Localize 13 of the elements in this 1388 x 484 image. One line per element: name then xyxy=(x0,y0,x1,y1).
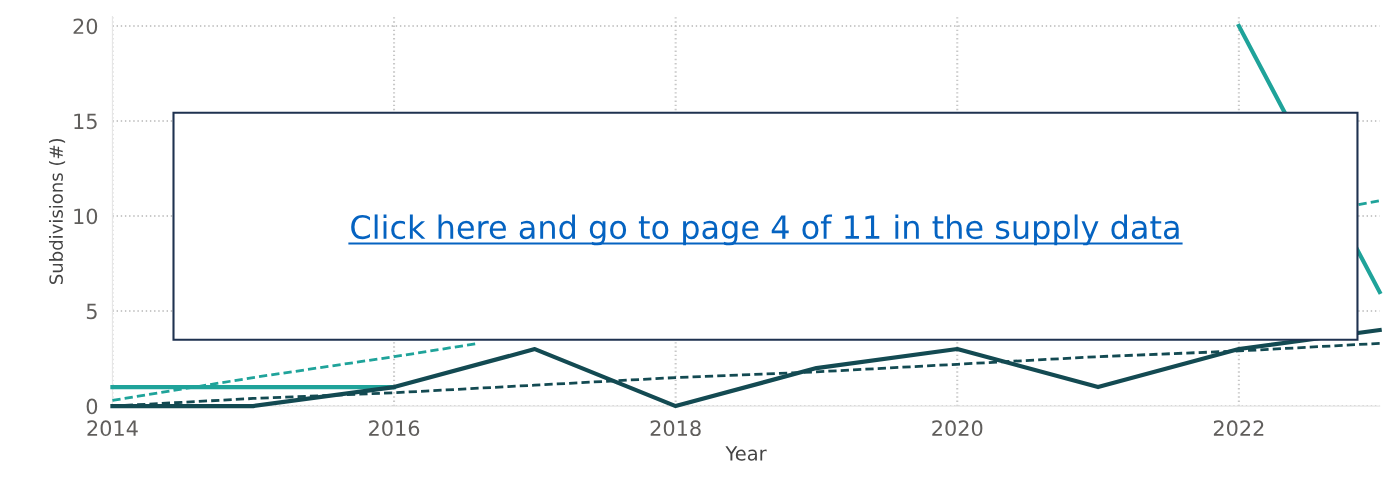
x-tick-label: 2022 xyxy=(1213,420,1264,437)
x-tick-label: 2018 xyxy=(650,420,701,437)
y-tick-label: 15 xyxy=(74,113,97,130)
y-tick-label: 0 xyxy=(86,398,98,415)
y-axis-title: Subdivisions (#) xyxy=(49,138,66,284)
x-tick-label: 2020 xyxy=(932,420,983,437)
x-tick-label: 2014 xyxy=(87,420,138,437)
y-tick-label: 20 xyxy=(73,18,98,35)
x-tick-label: 2016 xyxy=(369,420,420,437)
y-tick-label: 5 xyxy=(86,303,97,320)
annotation: Click here and go to page 4 of 11 in the supply data xyxy=(351,214,1179,246)
y-tick-label: 10 xyxy=(74,208,98,225)
x-axis-title: Year xyxy=(725,446,767,461)
